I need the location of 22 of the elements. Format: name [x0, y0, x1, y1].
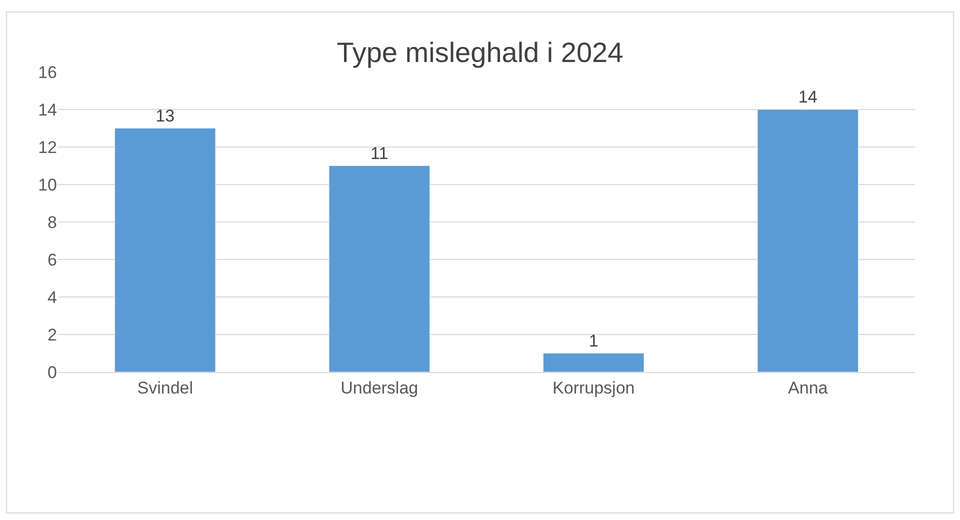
bar [114, 128, 216, 372]
y-tick-label: 0 [48, 362, 57, 382]
chart-title: Type misleghald i 2024 [336, 36, 624, 68]
y-tick-label: 12 [38, 138, 57, 157]
y-tick-label: 14 [38, 100, 57, 120]
x-tick-label: Svindel [137, 378, 194, 398]
data-label: 13 [156, 106, 175, 126]
y-tick-label: 10 [38, 175, 57, 194]
bar [543, 353, 644, 372]
data-label: 11 [370, 144, 388, 163]
data-label: 14 [798, 88, 818, 106]
x-tick-label: Underslag [340, 378, 418, 398]
y-tick-label: 6 [48, 250, 57, 270]
y-tick-label: 2 [48, 325, 57, 344]
bar [328, 166, 430, 372]
y-tick-label: 4 [48, 288, 57, 307]
x-tick-label: Anna [788, 378, 828, 398]
y-tick-label: 16 [38, 62, 57, 82]
y-tick-label: 8 [48, 212, 57, 232]
bar [757, 109, 858, 372]
data-label: 1 [588, 331, 598, 350]
x-tick-label: Korrupsjon [552, 378, 635, 398]
